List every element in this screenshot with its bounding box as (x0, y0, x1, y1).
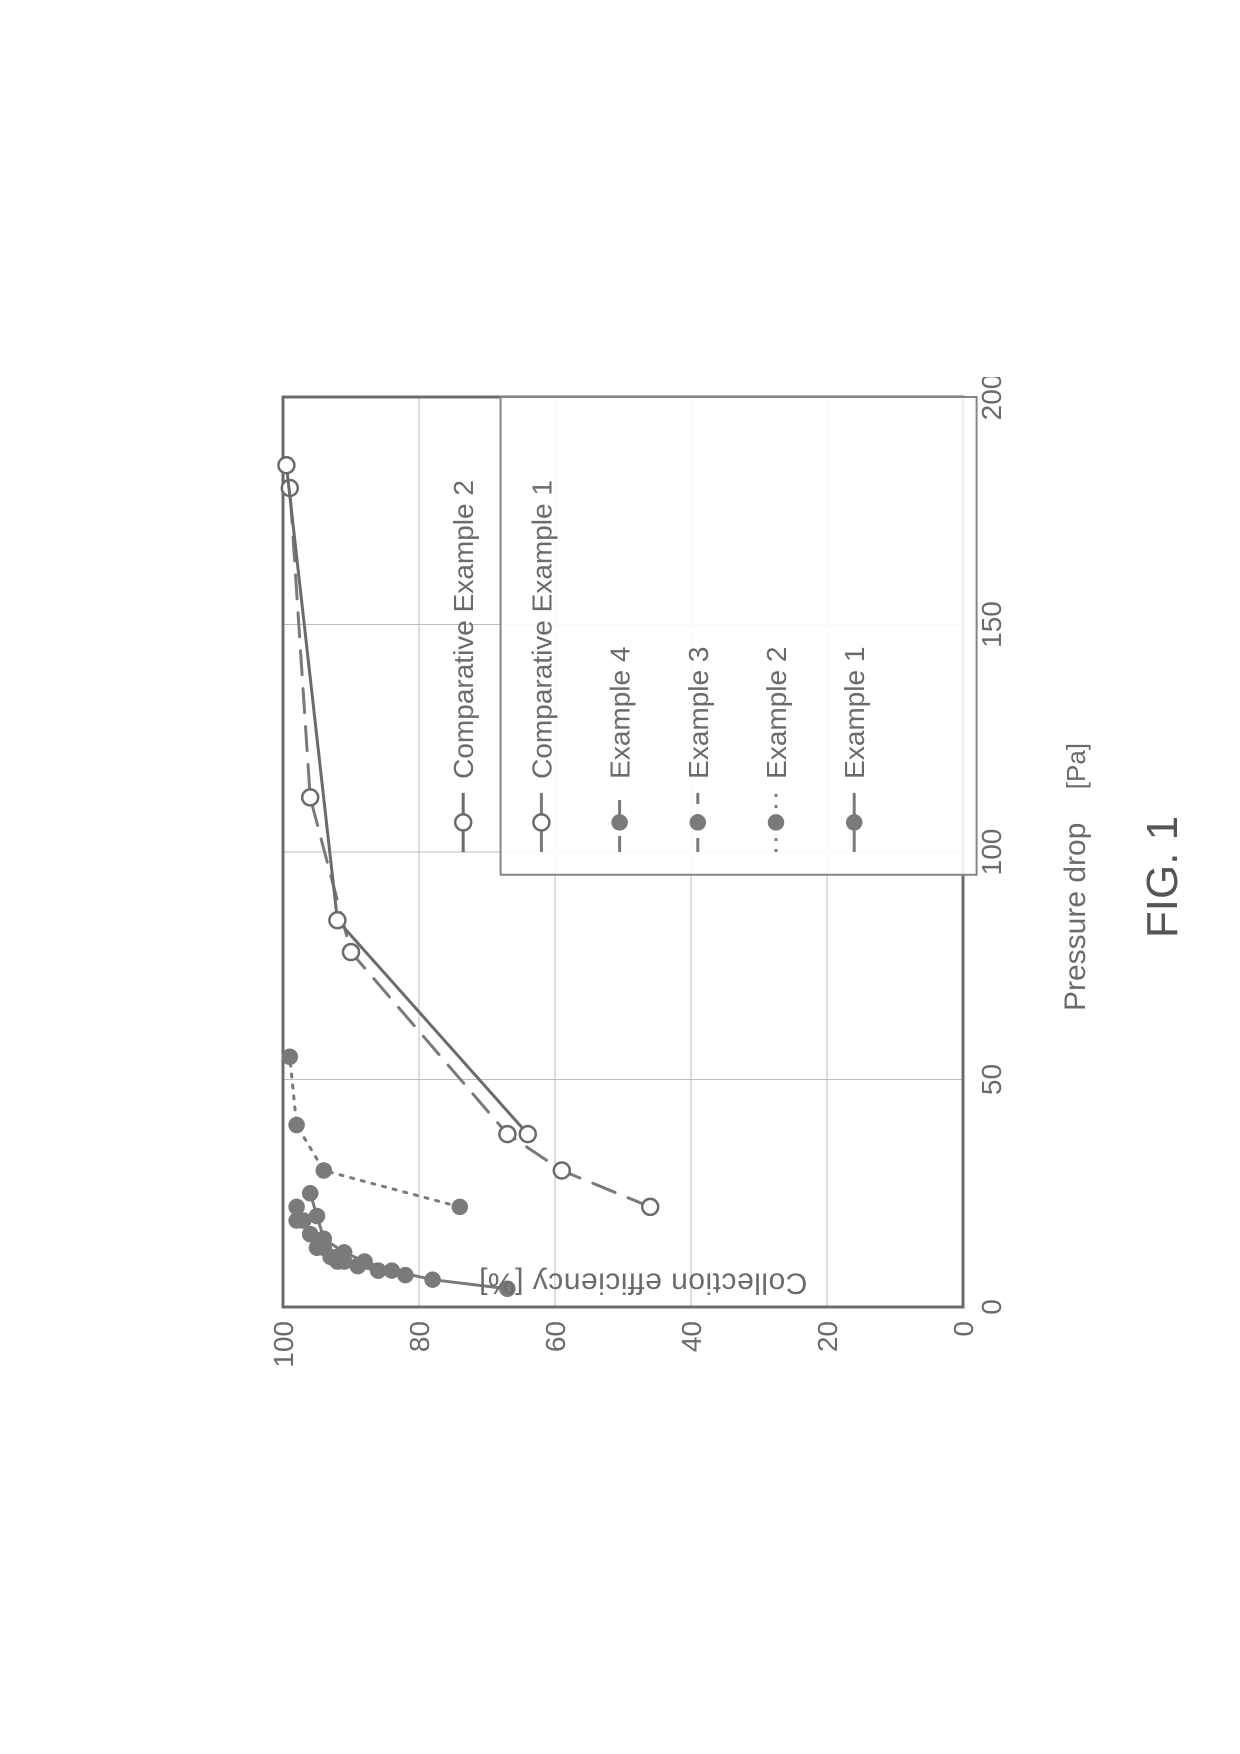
legend-label: Comparative Example 2 (448, 480, 479, 779)
series-marker (317, 1164, 331, 1178)
y-tick-label: 20 (812, 1321, 843, 1352)
y-tick-label: 100 (268, 1321, 299, 1368)
y-axis-label: Collection efficiency [%] (479, 1266, 808, 1300)
series-marker (317, 1241, 331, 1255)
series-marker (329, 912, 345, 928)
series-marker (385, 1264, 399, 1278)
series-marker (296, 1214, 310, 1228)
x-tick-label: 150 (976, 601, 1007, 648)
legend-swatch-marker (691, 815, 705, 829)
series-marker (303, 1186, 317, 1200)
x-axis-unit: [Pa] (1061, 743, 1091, 789)
series-marker (330, 1250, 344, 1264)
series-marker (398, 1268, 412, 1282)
series-marker (453, 1200, 467, 1214)
series-marker (371, 1264, 385, 1278)
y-tick-label: 0 (948, 1321, 979, 1337)
series-marker (302, 789, 318, 805)
x-axis-label: Pressure drop [Pa] (1059, 743, 1093, 1011)
series-marker (520, 1126, 536, 1142)
legend-swatch-marker (533, 814, 549, 830)
series-marker (303, 1227, 317, 1241)
x-tick-label: 0 (976, 1299, 1007, 1315)
y-tick-label: 80 (404, 1321, 435, 1352)
series-marker (310, 1209, 324, 1223)
chart-container: Collection efficiency [%] Pressure drop … (263, 377, 1023, 1377)
legend-label: Comparative Example 1 (526, 480, 557, 779)
x-tick-label: 200 (976, 377, 1007, 420)
series-marker (283, 1050, 297, 1064)
x-tick-label: 50 (976, 1064, 1007, 1095)
series-marker (278, 457, 294, 473)
legend-box (501, 397, 977, 875)
series-marker (554, 1163, 570, 1179)
x-axis-label-text: Pressure drop (1059, 823, 1092, 1011)
chart-svg: 0 50 100 150 200 0 20 40 60 80 100 Example 1 Example… (263, 377, 1023, 1377)
legend-swatch-marker (613, 815, 627, 829)
legend-label: Example 3 (683, 647, 714, 779)
legend-label: Example 4 (605, 647, 636, 779)
legend-swatch-marker (455, 814, 471, 830)
legend-label: Example 1 (839, 647, 870, 779)
series-marker (499, 1126, 515, 1142)
series-marker (426, 1273, 440, 1287)
y-tick-label: 40 (676, 1321, 707, 1352)
series-marker (343, 944, 359, 960)
series-marker (642, 1199, 658, 1215)
series-marker (290, 1200, 304, 1214)
x-tick-label: 100 (976, 829, 1007, 876)
y-tick-label: 60 (540, 1321, 571, 1352)
figure-caption: FIG. 1 (1138, 816, 1188, 938)
series-marker (351, 1259, 365, 1273)
series-marker (290, 1118, 304, 1132)
legend-label: Example 2 (761, 647, 792, 779)
legend-swatch-marker (847, 815, 861, 829)
legend-swatch-marker (769, 815, 783, 829)
